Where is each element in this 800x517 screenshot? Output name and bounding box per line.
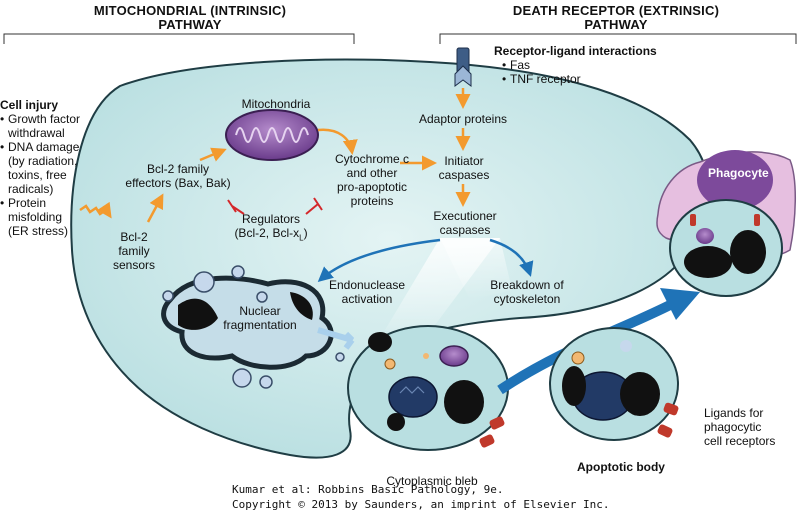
executioner-label-line-1: Executioner (433, 209, 497, 223)
cytoskeleton-label: Breakdown of cytoskeleton (482, 278, 572, 306)
intrinsic-header-line-2: PATHWAY (158, 17, 222, 32)
cell-injury-item-2-line-3: toxins, free (8, 168, 67, 182)
arrow-mito-to-cytochrome (317, 128, 358, 155)
cytoskeleton-label-line-2: cytoskeleton (493, 292, 561, 306)
nuclear-fragmentation-icon (161, 275, 334, 370)
credit-line-2: Copyright © 2013 by Saunders, an imprint… (232, 498, 610, 511)
extrinsic-header: DEATH RECEPTOR (EXTRINSIC) PATHWAY (446, 4, 786, 32)
credit: Kumar et al: Robbins Basic Pathology, 9e… (232, 482, 712, 512)
apoptotic-body-label: Apoptotic body (577, 460, 665, 474)
cell-injury-title: Cell injury (0, 98, 59, 112)
ligands-label-line-3: cell receptors (704, 434, 776, 448)
arrow-to-endonuclease (317, 238, 441, 282)
cell-injury-item-3-line-3: (ER stress) (8, 224, 68, 238)
endonuclease-label-line-2: activation (341, 292, 393, 306)
regulators-label-line-1: Regulators (241, 212, 301, 226)
sensors-label-line-3: sensors (112, 258, 156, 272)
cell-injury-item-2-line-2: (by radiation, (8, 154, 78, 168)
intrinsic-header-line-1: MITOCHONDRIAL (INTRINSIC) (93, 3, 287, 18)
cell-injury-item-1-line-2: withdrawal (8, 126, 65, 140)
cell-injury-item-2-line-4: radicals) (8, 182, 54, 196)
apoptotic-body-icon (549, 327, 679, 441)
receptor-title: Receptor-ligand interactions (494, 44, 657, 58)
receptor-item: TNF receptor (502, 72, 704, 86)
inhibit-effectors (227, 199, 245, 215)
receptor-box: Receptor-ligand interactions Fas TNF rec… (494, 44, 704, 86)
cell-injury-item-3-line-1: Protein (8, 196, 47, 210)
cytochrome-label-line-4: proteins (350, 194, 394, 208)
effectors-label-line-2: effectors (Bax, Bak) (125, 176, 231, 190)
receptor-list: Fas TNF receptor (494, 58, 704, 86)
sensors-label: Bcl-2 family sensors (104, 230, 164, 272)
extrinsic-header-line-2: PATHWAY (584, 17, 648, 32)
arrow-to-bleb (317, 327, 355, 350)
receptor-item: Fas (502, 58, 704, 72)
regulators-label: Regulators (Bcl-2, Bcl-xL) (216, 212, 326, 245)
executioner-label: Executioner caspases (420, 209, 510, 237)
phagocyte-label: Phagocyte (708, 166, 769, 180)
mitochondrion-icon (225, 109, 319, 161)
arrow-sensors-to-effectors (146, 193, 164, 223)
inhibit-cytochrome (305, 197, 323, 215)
intrinsic-header: MITOCHONDRIAL (INTRINSIC) PATHWAY (50, 4, 330, 32)
receptor-icon (454, 47, 472, 87)
endonuclease-label: Endonuclease activation (322, 278, 412, 306)
executioner-label-line-2: caspases (439, 223, 491, 237)
cytoplasmic-bleb-icon (347, 325, 509, 451)
arrow-to-phagocyte-head (660, 288, 700, 320)
arrow-to-cytoskeleton (489, 238, 534, 277)
initiator-label-line-2: caspases (438, 168, 490, 182)
intrinsic-bracket (3, 33, 355, 44)
credit-line-1: Kumar et al: Robbins Basic Pathology, 9e… (232, 483, 504, 496)
light-beam-right (440, 238, 512, 300)
ligands-label: Ligands for phagocytic cell receptors (704, 406, 800, 448)
arrow-effectors-to-mito (199, 147, 227, 162)
cytochrome-label: Cytochrome c and other pro-apoptotic pro… (322, 152, 422, 208)
regulators-sub: L (299, 233, 304, 243)
cytochrome-label-line-3: pro-apoptotic (336, 180, 408, 194)
cytoskeleton-label-line-1: Breakdown of (490, 278, 564, 292)
cell-injury-list: Growth factor withdrawal DNA damage (by … (0, 112, 120, 238)
cell-injury-item: Protein misfolding (ER stress) (0, 196, 120, 238)
nuclear-fragmentation-label: Nuclear fragmentation (220, 304, 300, 332)
ligands-label-line-2: phagocytic (704, 420, 762, 434)
sensors-label-line-1: Bcl-2 (120, 230, 148, 244)
endonuclease-label-line-1: Endonuclease (328, 278, 406, 292)
regulators-text: (Bcl-2, Bcl-x (234, 226, 300, 240)
phagocyte-icon (656, 150, 796, 297)
effectors-label: Bcl-2 family effectors (Bax, Bak) (108, 162, 248, 190)
cell-injury-item-3-line-2: misfolding (8, 210, 63, 224)
cytoplasmic-bleb-label: Cytoplasmic bleb (386, 474, 478, 488)
effectors-label-line-1: Bcl-2 family (146, 162, 209, 176)
cell-injury-box: Cell injury Growth factor withdrawal DNA… (0, 98, 120, 238)
ligands-label-line-1: Ligands for (704, 406, 764, 420)
cell-injury-item-1-line-1: Growth factor (8, 112, 81, 126)
nuclear-label-line-1: Nuclear (239, 304, 281, 318)
regulators-close: ) (303, 226, 308, 240)
regulators-label-line-2: (Bcl-2, Bcl-xL) (216, 226, 326, 245)
extrinsic-bracket (439, 33, 797, 44)
cytochrome-label-line-1: Cytochrome c (334, 152, 410, 166)
sensors-label-line-2: family (118, 244, 150, 258)
initiator-label: Initiator caspases (424, 154, 504, 182)
cell-injury-item: DNA damage (by radiation, toxins, free r… (0, 140, 120, 196)
cell-injury-item: Growth factor withdrawal (0, 112, 120, 140)
adaptor-label: Adaptor proteins (418, 112, 508, 126)
nuclear-label-line-2: fragmentation (223, 318, 297, 332)
initiator-label-line-1: Initiator (444, 154, 484, 168)
nuclear-vesicles (162, 265, 345, 389)
cell-injury-item-2-line-1: DNA damage (8, 140, 80, 154)
mitochondria-label: Mitochondria (241, 97, 311, 111)
cytochrome-label-line-2: and other (346, 166, 398, 180)
extrinsic-header-line-1: DEATH RECEPTOR (EXTRINSIC) (512, 3, 720, 18)
